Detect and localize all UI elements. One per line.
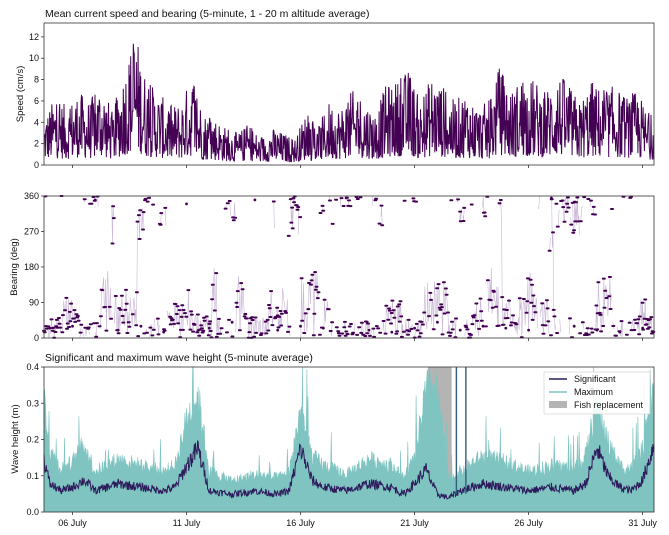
bearing-point: [527, 328, 530, 332]
y-tick-label: 0.1: [26, 471, 39, 481]
speed-panel: Mean current speed and bearing (5-minute…: [15, 8, 655, 170]
y-tick-label: 360: [24, 191, 39, 201]
y-tick-label: 270: [24, 227, 39, 237]
bearing-point: [572, 324, 576, 328]
bearing-point: [93, 198, 97, 202]
bearing-point: [185, 202, 188, 206]
maximum-wave-area: [43, 366, 655, 513]
legend-swatch-fish-replacement: [549, 401, 567, 408]
speed-line: [43, 43, 655, 163]
bearing-point: [162, 330, 166, 334]
y-tick-label: 0.0: [26, 507, 39, 517]
y-tick-label: 180: [24, 262, 39, 272]
bearing-point: [276, 328, 280, 332]
x-tick-label: 21 July: [400, 518, 429, 528]
bearing-point: [367, 328, 371, 332]
bearing-point: [550, 196, 553, 200]
x-tick-label: 16 July: [286, 518, 315, 528]
bearing-point: [253, 198, 257, 202]
bearing-point: [595, 328, 599, 332]
wave-series: [43, 366, 655, 513]
bearing-point: [641, 326, 644, 330]
significant-wave-line: [43, 440, 655, 500]
legend: Significant Maximum Fish replacement: [543, 371, 651, 415]
legend-label-significant: Significant: [574, 374, 616, 384]
wave-title: Significant and maximum wave height (5-m…: [45, 352, 313, 364]
bearing-point: [71, 324, 74, 328]
bearing-point: [139, 324, 143, 328]
bearing-ylabel: Bearing (deg): [9, 238, 20, 296]
bearing-panel: 0 90 180 270 360 Bearing (deg): [9, 191, 656, 343]
y-tick-label: 4: [34, 117, 39, 127]
y-tick-label: 0.4: [26, 362, 39, 372]
bearing-point: [436, 320, 439, 324]
y-tick-label: 90: [29, 298, 39, 308]
y-tick-label: 0.3: [26, 398, 39, 408]
bearing-point: [48, 326, 52, 330]
speed-plot-frame: [43, 22, 655, 166]
speed-series: [43, 43, 655, 163]
bearing-y-axis: 0 90 180 270 360: [24, 191, 44, 343]
legend-label-maximum: Maximum: [574, 387, 613, 397]
y-tick-label: 2: [34, 139, 39, 149]
bearing-point: [458, 328, 462, 332]
speed-title: Mean current speed and bearing (5-minute…: [45, 8, 370, 20]
bearing-point: [230, 320, 234, 324]
bearing-point: [413, 326, 416, 330]
y-tick-label: 6: [34, 96, 39, 106]
bearing-plot-frame: [43, 195, 655, 339]
bearing-point: [390, 330, 394, 334]
y-tick-label: 10: [29, 53, 39, 63]
bearing-point: [116, 328, 120, 332]
y-tick-label: 0: [34, 333, 39, 343]
x-tick-label: 26 July: [514, 518, 543, 528]
bearing-point: [299, 324, 302, 328]
bearing-point: [344, 196, 348, 200]
y-tick-label: 12: [29, 32, 39, 42]
legend-label-fish-replacement: Fish replacement: [574, 400, 644, 410]
wave-ylabel: Wave height (m): [10, 404, 21, 473]
bearing-line: [43, 196, 655, 339]
bearing-point: [504, 326, 508, 330]
x-tick-label: 06 July: [58, 518, 87, 528]
wave-panel: Significant and maximum wave height (5-m…: [10, 165, 657, 528]
speed-ylabel: Speed (cm/s): [15, 66, 26, 123]
bearing-point: [321, 326, 325, 330]
y-tick-label: 8: [34, 75, 39, 85]
x-tick-label: 11 July: [173, 518, 201, 528]
bearing-point: [618, 330, 622, 334]
x-tick-label: 31 July: [628, 518, 657, 528]
bearing-point: [207, 326, 211, 330]
y-tick-label: 0: [34, 160, 39, 170]
bearing-point: [481, 324, 485, 328]
wave-y-axis: 0.0 0.1 0.2 0.3 0.4: [26, 362, 44, 517]
y-tick-label: 0.2: [26, 435, 39, 445]
speed-y-axis: 0 2 4 6 8 10 12: [29, 32, 44, 170]
bearing-series: [42, 195, 656, 339]
wave-x-axis: 06 July 11 July 16 July 21 July 26 July 31 Ju…: [58, 165, 657, 528]
